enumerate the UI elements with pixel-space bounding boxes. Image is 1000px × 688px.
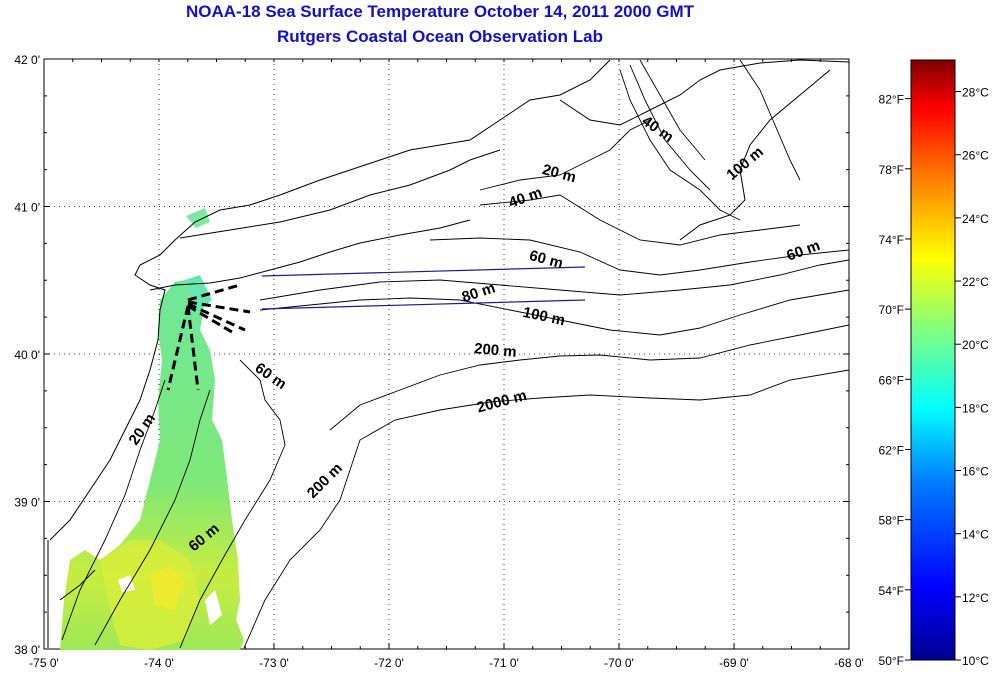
lat-label: 40 0' <box>14 348 40 362</box>
colorbar-celsius-label: 26°C <box>962 149 989 163</box>
coastline <box>47 59 850 648</box>
axis-labels: 42 0' 41 0' 40 0' 39 0' 38 0'-75 0' -74 0' -73… <box>14 53 863 670</box>
colorbar-fahrenheit-label: 66°F <box>879 373 904 387</box>
sst-data-patch <box>60 208 244 650</box>
lon-label: -74 0' <box>144 656 174 670</box>
lon-label: -70 0' <box>604 656 634 670</box>
colorbar-fahrenheit-label: 54°F <box>879 584 904 598</box>
lat-label: 42 0' <box>14 53 40 67</box>
lat-label: 38 0' <box>14 643 40 657</box>
colorbar-fahrenheit-label: 62°F <box>879 443 904 457</box>
lon-label: -72 0' <box>374 656 404 670</box>
lat-label: 39 0' <box>14 496 40 510</box>
lon-label: -71 0' <box>489 656 519 670</box>
colorbar-celsius-label: 16°C <box>962 465 989 479</box>
colorbar-fahrenheit-label: 70°F <box>879 303 904 317</box>
colorbar-fahrenheit-label: 82°F <box>879 93 904 107</box>
map-subtitle: Rutgers Coastal Ocean Observation Lab <box>277 27 603 46</box>
colorbar-celsius-label: 22°C <box>962 275 989 289</box>
colorbar-fahrenheit-label: 74°F <box>879 233 904 247</box>
colorbar-celsius-label: 14°C <box>962 528 989 542</box>
colorbar-celsius-label: 24°C <box>962 212 989 226</box>
colorbar-fahrenheit-label: 58°F <box>879 514 904 528</box>
map-title: NOAA-18 Sea Surface Temperature October … <box>185 2 695 21</box>
colorbar-celsius-label: 20°C <box>962 338 989 352</box>
colorbar <box>910 59 956 661</box>
colorbar-celsius-label: 18°C <box>962 401 989 415</box>
depth-label: 200 m <box>473 340 517 361</box>
lon-label: -73 0' <box>259 656 289 670</box>
glider-sectors <box>166 283 251 391</box>
colorbar-celsius-label: 28°C <box>962 86 989 100</box>
colorbar-labels: 28°C 26°C 24°C 22°C 20°C 18°C 16°C 14°C 12°C 10°C… <box>879 86 990 668</box>
bathymetry-contours <box>61 59 850 649</box>
transect-lines <box>261 266 586 310</box>
colorbar-celsius-label: 10°C <box>962 654 989 668</box>
lon-label: -68 0' <box>834 656 864 670</box>
colorbar-fahrenheit-label: 78°F <box>879 163 904 177</box>
colorbar-fahrenheit-label: 50°F <box>879 654 904 668</box>
lon-label: -75 0' <box>29 656 59 670</box>
lon-label: -69 0' <box>719 656 749 670</box>
lat-label: 41 0' <box>14 201 40 215</box>
colorbar-celsius-label: 12°C <box>962 591 989 605</box>
